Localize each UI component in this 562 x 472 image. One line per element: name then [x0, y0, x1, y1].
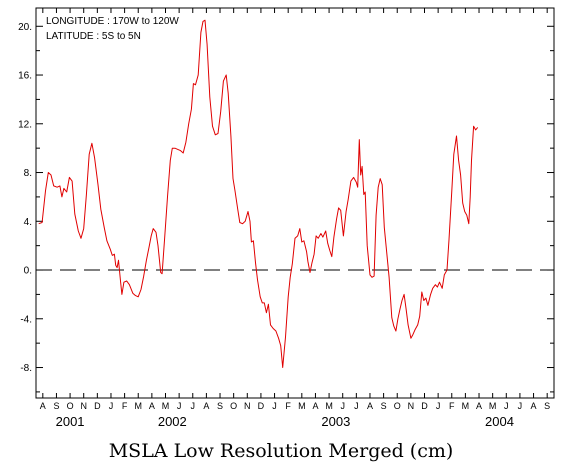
- series-line: [38, 19, 479, 368]
- x-tick-label: D: [94, 401, 101, 411]
- series-group: [38, 19, 479, 368]
- year-label: 2001: [56, 414, 85, 429]
- x-tick-label: J: [518, 401, 523, 411]
- x-tick-label: O: [394, 401, 401, 411]
- x-tick-label: F: [449, 401, 455, 411]
- x-tick-label: J: [504, 401, 509, 411]
- x-tick-label: S: [53, 401, 59, 411]
- y-tick-label: -8.: [20, 363, 32, 374]
- x-tick-label: D: [421, 401, 428, 411]
- y-tick-label: 0.: [24, 266, 32, 277]
- annotation-longitude: LONGITUDE : 170W to 120W: [46, 16, 179, 27]
- x-tick-label: M: [298, 401, 306, 411]
- x-tick-label: A: [149, 401, 155, 411]
- x-tick-label: N: [408, 401, 415, 411]
- x-tick-label: A: [367, 401, 373, 411]
- y-tick-label: 16.: [18, 71, 32, 82]
- y-tick-label: 4.: [24, 217, 32, 228]
- y-tick-label: 12.: [18, 119, 32, 130]
- x-tick-label: J: [109, 401, 114, 411]
- y-tick-label: 20.: [18, 22, 32, 33]
- x-tick-label: J: [191, 401, 196, 411]
- x-tick-label: N: [244, 401, 251, 411]
- x-tick-label: M: [489, 401, 497, 411]
- x-tick-label: J: [436, 401, 441, 411]
- year-label: 2003: [321, 414, 350, 429]
- y-tick-label: -4.: [20, 314, 32, 325]
- year-label: 2004: [485, 414, 514, 429]
- x-tick-label: N: [80, 401, 87, 411]
- x-tick-label: F: [285, 401, 291, 411]
- x-tick-label: M: [162, 401, 170, 411]
- x-tick-label: M: [134, 401, 142, 411]
- x-tick-label: F: [122, 401, 128, 411]
- chart-title: MSLA Low Resolution Merged (cm): [109, 440, 454, 462]
- x-tick-label: S: [544, 401, 550, 411]
- y-tick-label: 8.: [24, 168, 32, 179]
- x-tick-label: J: [354, 401, 359, 411]
- x-tick-label: A: [531, 401, 537, 411]
- x-tick-label: J: [340, 401, 345, 411]
- x-tick-label: A: [312, 401, 318, 411]
- x-tick-label: A: [203, 401, 209, 411]
- x-axis-year-labels: 2001 2002 2003 2004: [56, 414, 514, 429]
- x-tick-label: O: [67, 401, 74, 411]
- x-tick-label: J: [272, 401, 277, 411]
- year-label: 2002: [158, 414, 187, 429]
- axis-ticks: [36, 8, 554, 398]
- plot-frame: [35, 7, 555, 399]
- x-tick-label: J: [177, 401, 182, 411]
- x-tick-label: A: [476, 401, 482, 411]
- x-tick-label: M: [325, 401, 333, 411]
- x-tick-label: D: [258, 401, 265, 411]
- x-tick-label: M: [462, 401, 470, 411]
- x-tick-label: S: [217, 401, 223, 411]
- x-tick-label: O: [230, 401, 237, 411]
- x-tick-label: S: [381, 401, 387, 411]
- y-axis-tick-labels: 20. 16. 12. 8. 4. 0. -4. -8.: [18, 22, 32, 374]
- x-tick-label: A: [40, 401, 46, 411]
- annotation-latitude: LATITUDE : 5S to 5N: [46, 31, 141, 42]
